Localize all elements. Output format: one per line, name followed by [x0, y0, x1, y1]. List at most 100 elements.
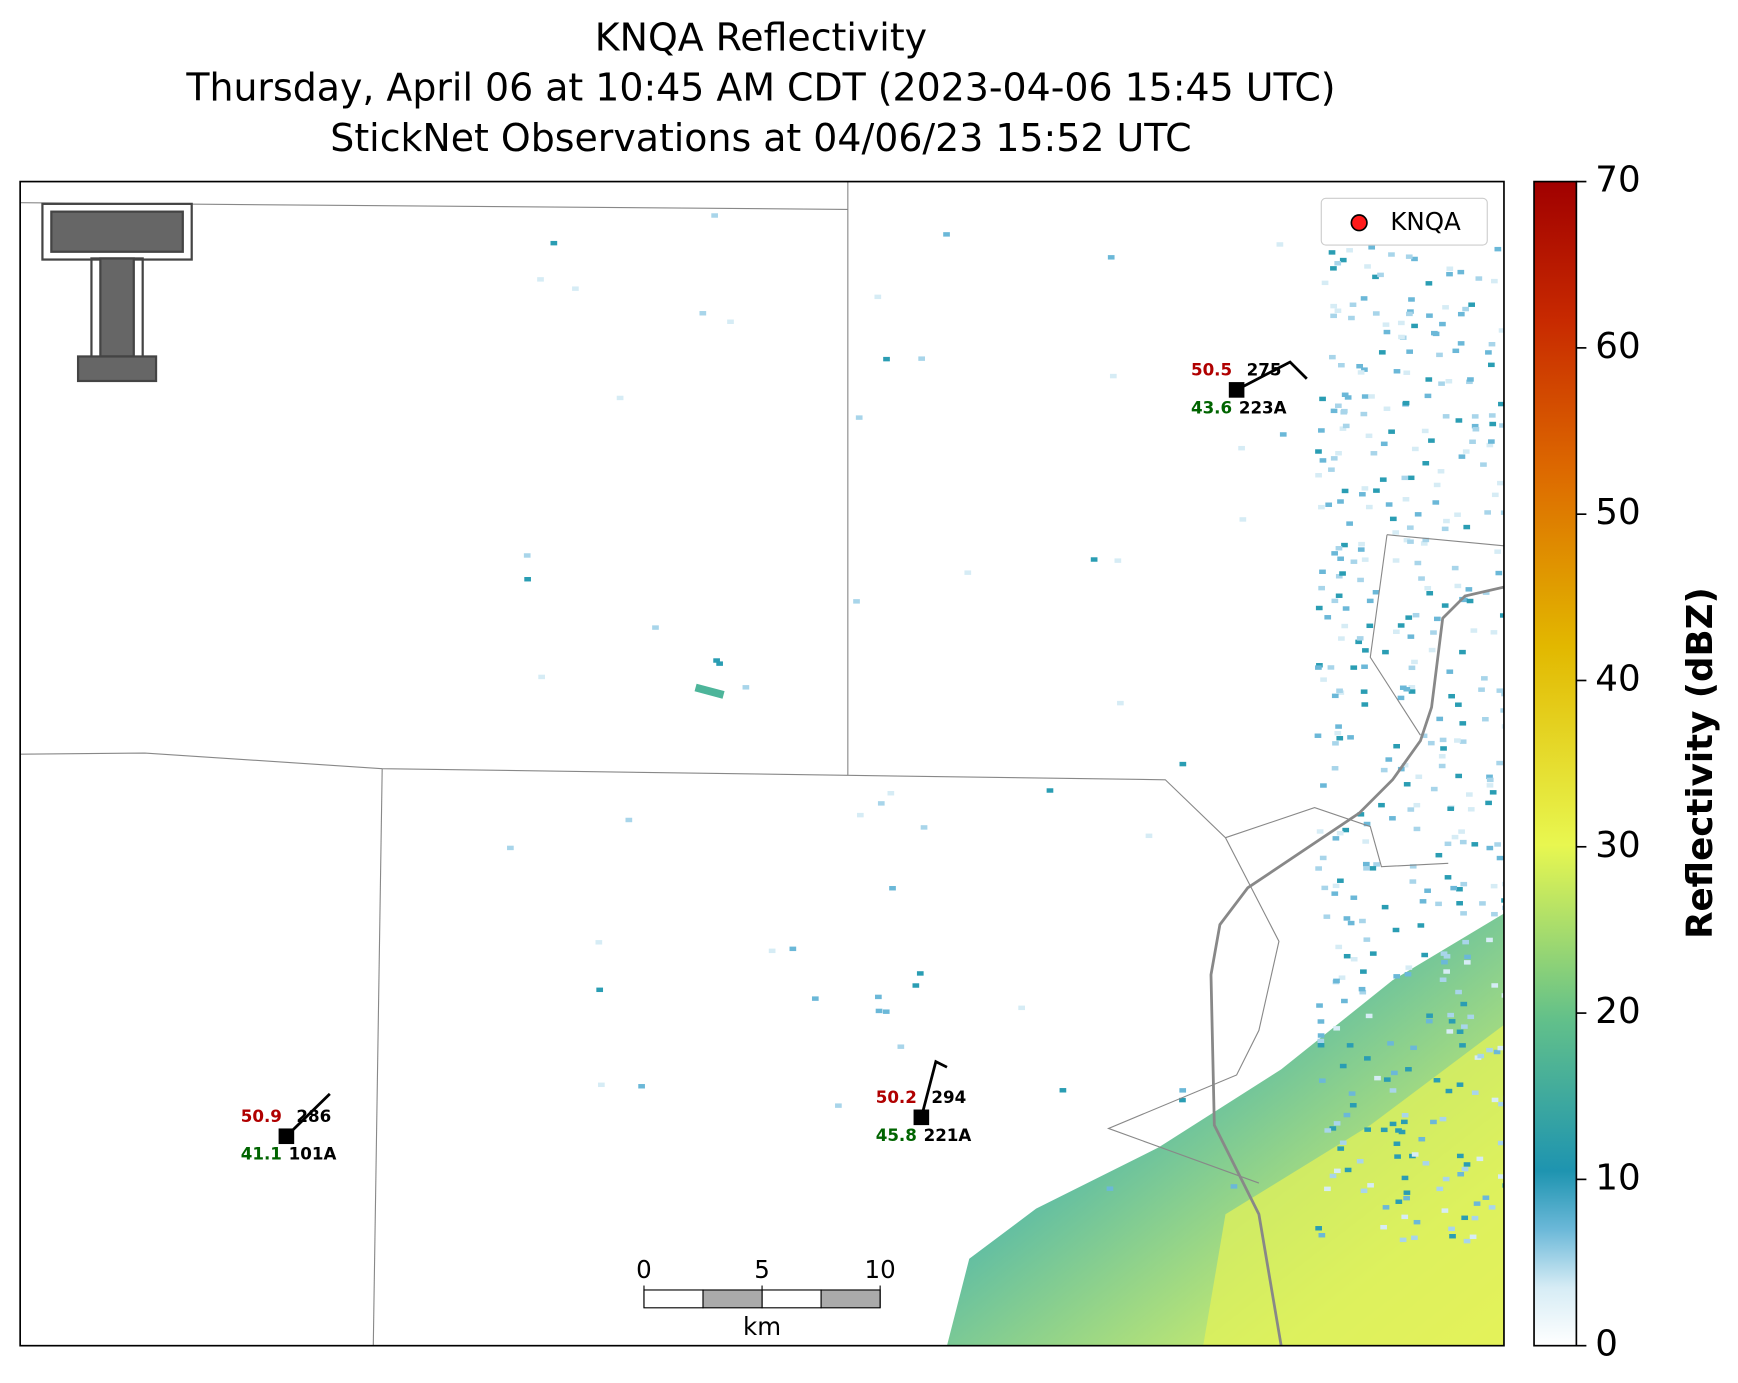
- echo-pixel: [1333, 1026, 1341, 1031]
- echo-pixel: [1426, 591, 1434, 596]
- echo-pixel: [1424, 888, 1431, 893]
- echo-pixel: [1461, 1024, 1468, 1029]
- echo-pixel: [916, 971, 924, 976]
- legend-label: KNQA: [1390, 207, 1461, 236]
- echo-pixel: [1435, 852, 1443, 858]
- echo-pixel: [1405, 965, 1413, 970]
- echo-pixel: [1350, 665, 1358, 670]
- echo-pixel: [1361, 367, 1368, 372]
- echo-pixel: [1446, 266, 1454, 271]
- echo-pixel: [1364, 1127, 1372, 1132]
- echo-pixel: [1328, 250, 1336, 255]
- echo-pixel: [1467, 377, 1474, 382]
- echo-pixel: [1365, 1013, 1373, 1019]
- echo-pixel: [1488, 362, 1495, 368]
- echo-pixel: [1059, 1088, 1067, 1093]
- echo-pixel: [1479, 901, 1486, 906]
- echo-pixel: [874, 294, 882, 300]
- echo-pixel: [1486, 442, 1494, 448]
- echo-pixel: [1362, 839, 1370, 844]
- echo-pixel: [1341, 488, 1349, 494]
- echo-pixel: [1318, 504, 1325, 510]
- echo-pixel: [1454, 512, 1461, 517]
- echo-pixel: [1494, 246, 1502, 252]
- echo-pixel: [1330, 266, 1337, 271]
- dewpoint: 41.1: [241, 1144, 282, 1164]
- echo-pixel: [1391, 1070, 1398, 1076]
- echo-pixel: [1382, 322, 1390, 327]
- echo-pixel: [1498, 401, 1504, 407]
- echo-pixel: [1393, 743, 1400, 749]
- echo-pixel: [1336, 688, 1343, 693]
- echo-pixel: [1433, 1078, 1441, 1083]
- echo-pixel: [1335, 593, 1343, 598]
- echo-pixel: [882, 1009, 890, 1014]
- echo-pixel: [1401, 762, 1409, 768]
- echo-pixel: [507, 845, 514, 851]
- echo-pixel: [1489, 790, 1497, 795]
- echo-pixel: [1361, 486, 1369, 491]
- echo-pixel: [1328, 467, 1335, 472]
- echo-pixel: [1338, 975, 1346, 980]
- echo-pixel: [1488, 439, 1495, 444]
- echo-pixel: [1454, 583, 1462, 589]
- subtitle: StickNet Observations at 04/06/23 15:52 …: [330, 116, 1191, 160]
- echo-pixel: [1408, 297, 1415, 302]
- dewpoint: 43.6: [1191, 397, 1232, 417]
- echo-pixel: [1350, 559, 1358, 564]
- echo-pixel: [1413, 802, 1421, 808]
- echo-pixel: [1378, 350, 1386, 355]
- echo-pixel: [1360, 411, 1368, 417]
- echo-pixel: [1361, 557, 1369, 562]
- echo-pixel: [1497, 1045, 1504, 1051]
- echo-pixel: [1365, 433, 1373, 439]
- echo-pixel: [1475, 276, 1483, 281]
- echo-pixel: [883, 356, 890, 362]
- echo-pixel: [1456, 901, 1463, 906]
- echo-pixel: [1428, 438, 1435, 443]
- echo-pixel: [1449, 1233, 1456, 1239]
- scale-segment: [643, 1289, 704, 1309]
- echo-pixel: [1179, 1088, 1187, 1093]
- echo-pixel: [1437, 469, 1445, 474]
- echo-pixel: [1341, 998, 1348, 1004]
- echo-pixel: [1389, 1088, 1397, 1093]
- echo-pixel: [1463, 524, 1471, 530]
- echo-pixel: [1317, 1033, 1325, 1038]
- echo-pixel: [1447, 806, 1455, 811]
- echo-pixel: [1347, 735, 1354, 740]
- echo-pixel: [1364, 1056, 1371, 1061]
- echo-pixel: [1399, 685, 1407, 690]
- echo-pixel: [716, 661, 723, 666]
- echo-pixel: [1445, 1088, 1453, 1094]
- echo-pixel: [1459, 1043, 1466, 1048]
- echo-pixel: [1501, 691, 1504, 697]
- echo-pixel: [1331, 598, 1339, 604]
- echo-pixel: [1468, 302, 1475, 307]
- echo-pixel: [1496, 688, 1504, 693]
- echo-pixel: [1339, 426, 1347, 431]
- echo-pixel: [1491, 278, 1498, 284]
- echo-pixel: [1420, 541, 1428, 546]
- echo-pixel: [1490, 630, 1498, 635]
- echo-pixel: [1337, 1146, 1345, 1151]
- wind-direction: 275: [1247, 359, 1282, 379]
- echo-pixel: [1330, 408, 1338, 414]
- echo-pixel: [1346, 521, 1353, 526]
- echo-pixel: [1357, 547, 1365, 552]
- echo-pixel: [1448, 1019, 1456, 1024]
- echo-pixel: [1337, 499, 1344, 504]
- echo-pixel: [595, 940, 603, 945]
- colorbar-tick-label: 20: [1595, 991, 1640, 1032]
- echo-pixel: [742, 685, 750, 690]
- echo-pixel: [1439, 737, 1447, 743]
- echo-pixel: [1090, 557, 1098, 562]
- echo-pixel: [1367, 1183, 1374, 1188]
- echo-pixel: [1435, 901, 1442, 907]
- echo-pixel: [1442, 305, 1449, 310]
- echo-pixel: [1425, 281, 1433, 286]
- echo-pixel: [1366, 598, 1374, 604]
- echo-pixel: [789, 946, 797, 952]
- radar-echoes: [507, 213, 1504, 1346]
- echo-pixel: [1408, 685, 1416, 690]
